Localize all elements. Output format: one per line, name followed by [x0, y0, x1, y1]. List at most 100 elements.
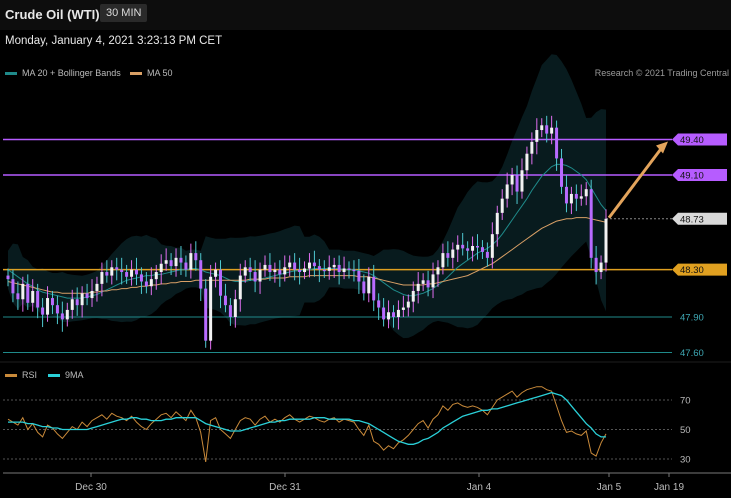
ma50-swatch: [130, 71, 142, 75]
candle-body: [75, 299, 79, 306]
candle-body: [125, 272, 129, 277]
candle-body: [515, 175, 519, 192]
candle-body: [60, 313, 64, 320]
candle-body: [416, 283, 420, 291]
candle-body: [31, 290, 35, 303]
candle-body: [283, 267, 287, 275]
candle-body: [303, 268, 307, 273]
candle-body: [441, 253, 445, 268]
candle-body: [139, 274, 143, 282]
candle-body: [184, 262, 188, 270]
candle-body: [337, 264, 341, 273]
level-tag-2: [672, 212, 727, 225]
candle-body: [228, 305, 232, 317]
candle-body: [357, 270, 361, 282]
candle-body: [100, 272, 104, 284]
ma9-swatch: [48, 373, 60, 377]
rsi-tick-label: 50: [680, 425, 691, 436]
candle-body: [164, 260, 168, 264]
candle-body: [11, 279, 15, 294]
rsi-9ma-line: [8, 391, 606, 445]
x-axis-label: Jan 19: [654, 482, 684, 493]
instrument-title: Crude Oil (WTI): [5, 7, 100, 22]
level-label-0: 49.40: [680, 135, 704, 146]
candle-body: [555, 127, 559, 159]
ma20-legend-label: MA 20 + Bollinger Bands: [22, 68, 121, 78]
candle-body: [233, 299, 237, 317]
candle-body: [485, 251, 489, 258]
candle-body: [466, 248, 470, 251]
candle-body: [322, 269, 326, 272]
candle-body: [105, 272, 109, 276]
level-label-5: 47.60: [680, 348, 704, 359]
candle-body: [6, 275, 10, 280]
candle-body: [377, 300, 381, 308]
candle-body: [411, 290, 415, 302]
candle-body: [599, 262, 603, 273]
candle-body: [490, 234, 494, 258]
candle-body: [169, 260, 173, 267]
candle-body: [298, 269, 302, 273]
candle-body: [312, 262, 316, 267]
candle-body: [421, 280, 425, 284]
candle-body: [569, 193, 573, 204]
candle-body: [219, 269, 223, 296]
candle-body: [65, 309, 69, 320]
forecast-arrow-head: [656, 141, 668, 154]
candle-body: [317, 266, 321, 270]
candle-body: [243, 267, 247, 276]
candle-body: [189, 253, 193, 270]
candle-body: [540, 125, 544, 131]
candle-body: [248, 267, 252, 273]
interval-selector-button[interactable]: 30 MIN: [100, 4, 148, 22]
candle-body: [16, 293, 20, 300]
candle-body: [406, 301, 410, 308]
candle-body: [495, 212, 499, 235]
candle-body: [288, 262, 292, 268]
candle-body: [436, 267, 440, 275]
candle-body: [149, 279, 153, 287]
candle-body: [505, 184, 509, 199]
legend-9ma: 9MA: [48, 370, 84, 380]
candle-body: [174, 257, 178, 267]
candle-body: [535, 130, 539, 142]
candle-body: [525, 153, 529, 171]
level-tag-3: [672, 263, 727, 276]
chart-header: Crude Oil (WTI) 30 MIN: [0, 0, 731, 30]
legend-ma20: MA 20 + Bollinger Bands: [5, 68, 121, 78]
candle-body: [352, 269, 356, 272]
candle-body: [347, 268, 351, 270]
candle-body: [194, 253, 198, 261]
candle-body: [80, 293, 84, 306]
candle-body: [332, 264, 336, 268]
candle-body: [273, 269, 277, 273]
candle-body: [41, 307, 45, 315]
candle-body: [293, 262, 297, 270]
candle-body: [85, 293, 89, 299]
candle-body: [26, 283, 30, 303]
level-label-2: 48.73: [680, 214, 704, 225]
candle-body: [520, 170, 524, 192]
level-tag-1: [672, 169, 727, 181]
ma50-line: [7, 217, 607, 294]
candle-body: [545, 125, 549, 134]
candle-body: [199, 260, 203, 289]
rsi-legend-label: RSI: [22, 370, 38, 380]
candle-body: [446, 253, 450, 258]
candle-body: [342, 268, 346, 273]
bollinger-band: [8, 54, 606, 339]
forecast-arrow: [607, 146, 664, 219]
candle-body: [579, 196, 583, 199]
candle-body: [594, 257, 598, 273]
legend-ma50: MA 50: [130, 68, 173, 78]
candle-body: [204, 288, 208, 341]
ma50-legend-label: MA 50: [147, 68, 173, 78]
candle-body: [574, 193, 578, 199]
candle-body: [530, 141, 534, 154]
candle-body: [46, 298, 50, 315]
candle-body: [327, 267, 331, 271]
timestamp-label: Monday, January 4, 2021 3:23:13 PM CET: [5, 35, 223, 47]
candle-body: [451, 249, 455, 258]
ma20-swatch: [5, 71, 17, 75]
